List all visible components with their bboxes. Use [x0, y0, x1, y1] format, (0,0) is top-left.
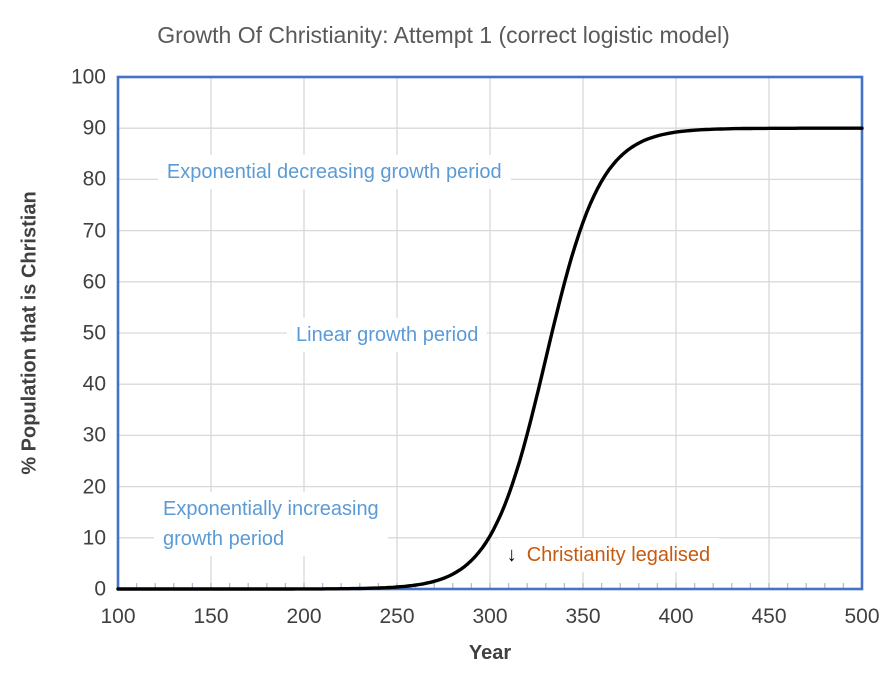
down-arrow-icon: ↓ — [506, 544, 517, 567]
x-tick-label: 150 — [193, 605, 229, 628]
y-tick-label: 100 — [70, 65, 106, 89]
y-tick-label: 20 — [82, 475, 106, 499]
x-tick-label: 100 — [100, 605, 136, 628]
y-tick-label: 60 — [82, 270, 106, 294]
x-tick-label: 400 — [658, 605, 694, 628]
x-axis-title: Year — [468, 642, 512, 664]
y-tick-label: 90 — [82, 116, 106, 140]
annotation-exponentially-increasing-growth: Exponentially increasing growth period — [154, 491, 388, 556]
annotation-text: Exponential decreasing growth period — [166, 161, 502, 184]
annotation-text-line-2: growth period — [163, 527, 285, 550]
annotation-text-line-1: Exponentially increasing — [163, 497, 379, 520]
plot-border — [116, 75, 864, 591]
x-tick-label: 250 — [379, 605, 415, 628]
y-tick-label: 50 — [82, 321, 106, 345]
y-tick-label: 40 — [82, 372, 106, 396]
annotation-linear-growth: Linear growth period — [287, 318, 488, 353]
y-tick-label: 30 — [82, 423, 106, 447]
y-tick-label: 10 — [82, 526, 106, 550]
annotation-christianity-legalised: ↓ Christianity legalised — [497, 538, 720, 573]
x-tick-label: 200 — [286, 605, 322, 628]
x-tick-label: 350 — [565, 605, 601, 628]
x-tick-label: 300 — [472, 605, 508, 628]
y-tick-label: 70 — [82, 219, 106, 243]
curve-line — [116, 126, 864, 591]
annotation-text: Christianity legalised — [526, 544, 711, 567]
y-tick-label: 0 — [94, 577, 106, 601]
y-tick-label: 80 — [82, 167, 106, 191]
x-tick-label: 500 — [844, 605, 880, 628]
x-tick-label: 450 — [751, 605, 787, 628]
annotation-exponential-decreasing-growth: Exponential decreasing growth period — [157, 155, 511, 190]
annotation-text: Linear growth period — [296, 324, 479, 347]
chart-title: Growth Of Christianity: Attempt 1 (corre… — [157, 22, 730, 48]
